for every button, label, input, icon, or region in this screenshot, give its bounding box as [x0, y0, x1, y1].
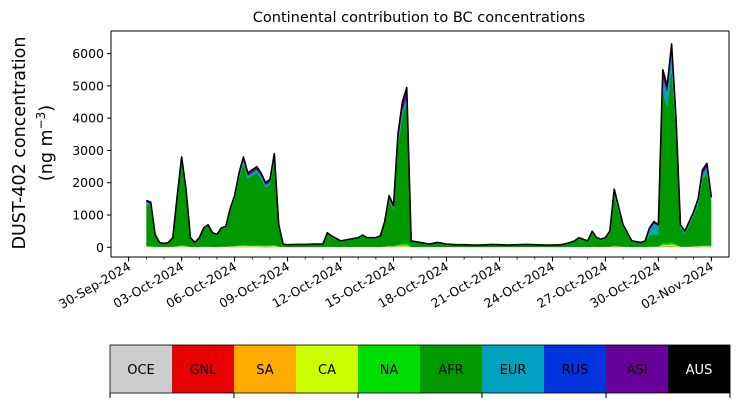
legend-label-rus: RUS	[562, 363, 589, 378]
y-axis-label-line1: DUST-402 concentration	[10, 37, 30, 250]
legend-label-oce: OCE	[127, 363, 155, 378]
plot-frame	[110, 30, 730, 258]
y-tick-label: 2000	[72, 175, 104, 190]
plot-area	[146, 43, 713, 248]
y-tick-label: 5000	[72, 78, 104, 93]
y-tick-label: 4000	[72, 111, 104, 126]
legend-colorbar: OCE GNL SA CA NA AFR EUR RUS ASI AUS	[109, 344, 731, 398]
legend-label-aus: AUS	[686, 363, 713, 378]
legend-label-sa: SA	[256, 363, 273, 378]
area-series-gnl	[146, 246, 712, 248]
area-series-na	[146, 242, 712, 248]
y-axis-label: DUST-402 concentration	[10, 37, 30, 250]
y-axis-unit-prefix: (ng m	[37, 129, 57, 181]
legend-swatch-rus	[544, 345, 607, 393]
y-tick-label: 3000	[72, 143, 104, 158]
axes-frame	[110, 30, 730, 258]
chart-title: Continental contribution to BC concentra…	[253, 10, 585, 26]
legend-swatch-afr	[420, 345, 483, 393]
y-axis-unit-exponent: −3	[34, 112, 48, 130]
legend-label-asi: ASI	[627, 363, 648, 378]
legend-frame	[109, 344, 731, 394]
legend-swatch-na	[358, 345, 421, 393]
y-axis-unit-suffix: )	[37, 105, 57, 112]
y-tick-label: 6000	[72, 46, 104, 61]
x-axis: 30-Sep-202403-Oct-202406-Oct-202409-Oct-…	[56, 257, 716, 312]
area-series-eur	[146, 55, 712, 246]
legend-swatch-ca	[296, 345, 359, 393]
y-tick-label: 1000	[72, 208, 104, 223]
legend-swatch-aus	[668, 345, 731, 393]
total-line	[146, 43, 713, 246]
y-axis-unit-label: (ng m−3)	[34, 105, 57, 181]
legend-label-ca: CA	[318, 363, 336, 378]
legend-swatch-gnl	[172, 345, 235, 393]
legend-label-na: NA	[380, 363, 399, 378]
area-series-afr	[146, 69, 712, 248]
legend-swatch-eur	[482, 345, 545, 393]
legend-swatch-sa	[234, 345, 297, 393]
area-series-ca	[146, 244, 712, 248]
legend-label-gnl: GNL	[189, 363, 217, 378]
y-tick-label: 0	[96, 240, 104, 255]
y-axis: 0 1000 2000 3000 4000 5000 6000	[72, 46, 111, 255]
legend-label-eur: EUR	[500, 363, 527, 378]
legend-swatch-asi	[606, 345, 669, 393]
legend-label-afr: AFR	[438, 363, 463, 378]
legend-swatch-oce	[110, 345, 173, 393]
